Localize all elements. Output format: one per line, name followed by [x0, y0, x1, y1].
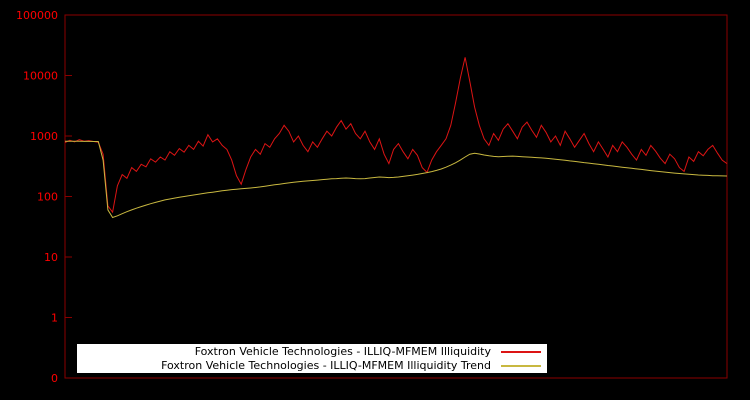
- legend: Foxtron Vehicle Technologies - ILLIQ-MFM…: [77, 344, 547, 373]
- y-tick-label: 10: [44, 251, 58, 264]
- legend-label-illiquidity: Foxtron Vehicle Technologies - ILLIQ-MFM…: [194, 345, 491, 358]
- legend-row-illiquidity: Foxtron Vehicle Technologies - ILLIQ-MFM…: [81, 345, 541, 358]
- y-tick-label: 1: [51, 312, 58, 325]
- y-tick-label: 1000: [30, 130, 58, 143]
- illiquidity-series-line: [64, 57, 728, 214]
- plot-border: [64, 14, 728, 379]
- y-tick-label: 0: [51, 372, 58, 385]
- legend-row-trend: Foxtron Vehicle Technologies - ILLIQ-MFM…: [81, 359, 541, 372]
- legend-label-trend: Foxtron Vehicle Technologies - ILLIQ-MFM…: [161, 359, 491, 372]
- illiquidity-trend-line: [65, 140, 728, 219]
- legend-line-sample-illiquidity: [501, 350, 541, 353]
- y-tick-label: 10000: [23, 70, 58, 83]
- y-tick-label: 100: [37, 191, 58, 204]
- y-tick-label: 100000: [16, 9, 58, 22]
- legend-line-sample-trend: [501, 364, 541, 367]
- series-lines: [64, 57, 728, 219]
